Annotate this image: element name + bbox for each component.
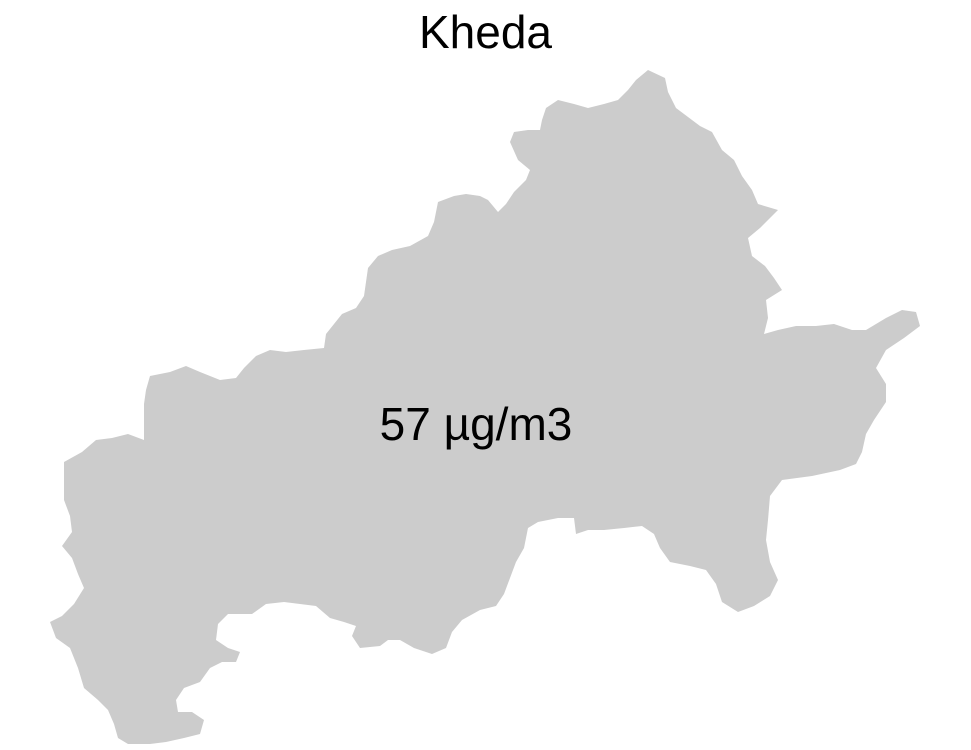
kheda-district-shape [50, 70, 920, 744]
pollution-value-label: 57 µg/m3 [380, 398, 573, 450]
map-title: Kheda [418, 6, 552, 58]
